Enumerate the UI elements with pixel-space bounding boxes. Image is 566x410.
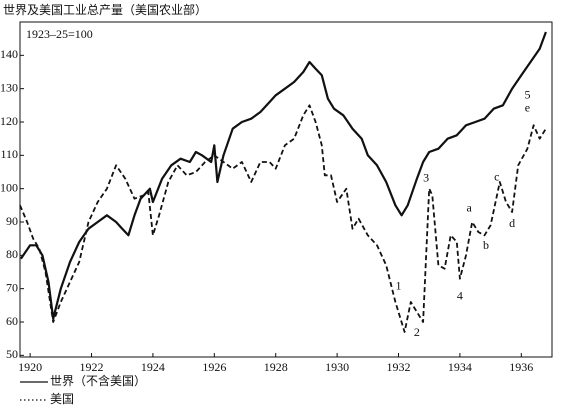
- y-tick-label: 70: [6, 280, 18, 294]
- y-tick-label: 90: [6, 214, 18, 228]
- x-tick-label: 1932: [387, 360, 411, 374]
- x-tick-label: 1928: [264, 360, 288, 374]
- legend-label: 美国: [50, 392, 74, 406]
- annotation: 5: [524, 87, 530, 101]
- x-tick-label: 1922: [80, 360, 104, 374]
- annotation: 4: [457, 288, 463, 302]
- y-tick-label: 80: [6, 247, 18, 261]
- annotation: e: [525, 100, 530, 114]
- y-tick-label: 110: [0, 147, 18, 161]
- y-tick-label: 50: [6, 347, 18, 361]
- base-note: 1923–25=100: [26, 27, 93, 41]
- series-line: [19, 31, 547, 320]
- x-tick-label: 1930: [325, 360, 349, 374]
- x-tick-label: 1936: [509, 360, 533, 374]
- annotation: 2: [414, 325, 420, 339]
- x-tick-label: 1934: [448, 360, 472, 374]
- x-tick-label: 1924: [141, 360, 165, 374]
- annotation: d: [509, 216, 515, 230]
- x-tick-label: 1920: [18, 360, 42, 374]
- chart-title: 世界及美国工业总产量（美国农业部）: [3, 2, 207, 17]
- y-tick-label: 130: [0, 80, 18, 94]
- annotation: a: [466, 200, 472, 214]
- y-tick-label: 120: [0, 114, 18, 128]
- y-tick-label: 140: [0, 47, 18, 61]
- annotation: 3: [423, 170, 429, 184]
- annotation: 1: [396, 278, 402, 292]
- plot-frame: [19, 21, 553, 358]
- series-line: [19, 104, 547, 333]
- x-tick-label: 1926: [202, 360, 226, 374]
- annotation: c: [494, 169, 499, 183]
- y-tick-label: 100: [0, 180, 18, 194]
- annotation: b: [483, 238, 489, 252]
- legend-label: 世界（不含美国）: [50, 373, 146, 388]
- y-tick-label: 60: [6, 314, 18, 328]
